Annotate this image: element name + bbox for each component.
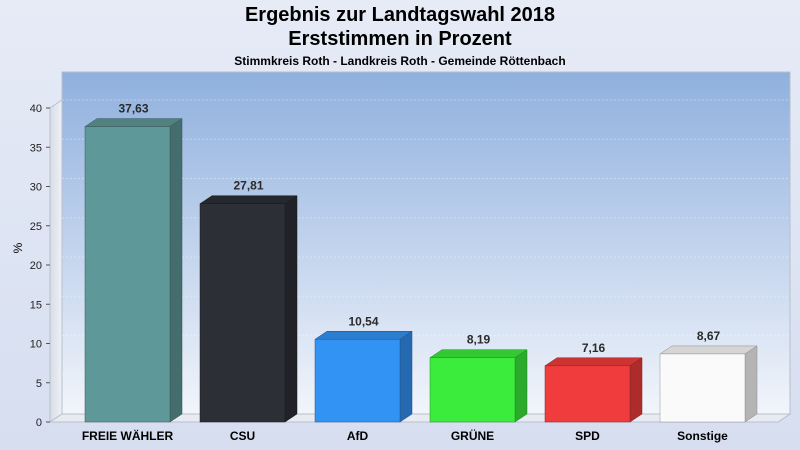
data-label: 7,16 xyxy=(582,341,606,355)
y-tick-label: 35 xyxy=(30,142,42,154)
data-label: 8,67 xyxy=(697,329,721,343)
bars-group: 37,63 27,81 10,54 8,19 7,16 8,67 xyxy=(84,102,758,423)
y-tick-label: 10 xyxy=(30,339,42,351)
y-axis: 0 5 10 15 20 25 30 35 40% xyxy=(11,103,50,429)
chart-subsubtitle: Stimmkreis Roth - Landkreis Roth - Gemei… xyxy=(234,54,566,68)
x-tick-label: CSU xyxy=(230,429,255,443)
data-label: 37,63 xyxy=(118,102,148,116)
y-tick-label: 15 xyxy=(30,299,42,311)
x-tick-label: AfD xyxy=(347,429,369,443)
y-tick-label: 5 xyxy=(36,378,42,390)
y-tick-label: 0 xyxy=(36,417,42,429)
y-tick-label: 25 xyxy=(30,221,42,233)
x-tick-label: SPD xyxy=(575,429,600,443)
bar xyxy=(429,349,528,423)
data-label: 27,81 xyxy=(233,179,263,193)
x-axis: FREIE WÄHLER CSU AfD GRÜNE SPD Sonstige xyxy=(82,428,728,443)
bar xyxy=(659,345,758,423)
y-tick-label: 40 xyxy=(30,103,42,115)
y-tick-label: 20 xyxy=(30,260,42,272)
bar xyxy=(544,357,643,423)
data-label: 10,54 xyxy=(348,314,378,328)
bar xyxy=(314,330,413,423)
x-tick-label: Sonstige xyxy=(677,429,728,443)
x-tick-label: FREIE WÄHLER xyxy=(82,428,174,443)
x-tick-label: GRÜNE xyxy=(451,428,494,443)
chart-title: Ergebnis zur Landtagswahl 2018 xyxy=(244,4,556,26)
chart-subtitle: Erststimmen in Prozent xyxy=(288,28,512,50)
y-axis-label: % xyxy=(11,242,25,253)
y-tick-label: 30 xyxy=(30,182,42,194)
data-label: 8,19 xyxy=(467,333,491,347)
bar xyxy=(199,195,298,423)
bar xyxy=(84,118,183,423)
